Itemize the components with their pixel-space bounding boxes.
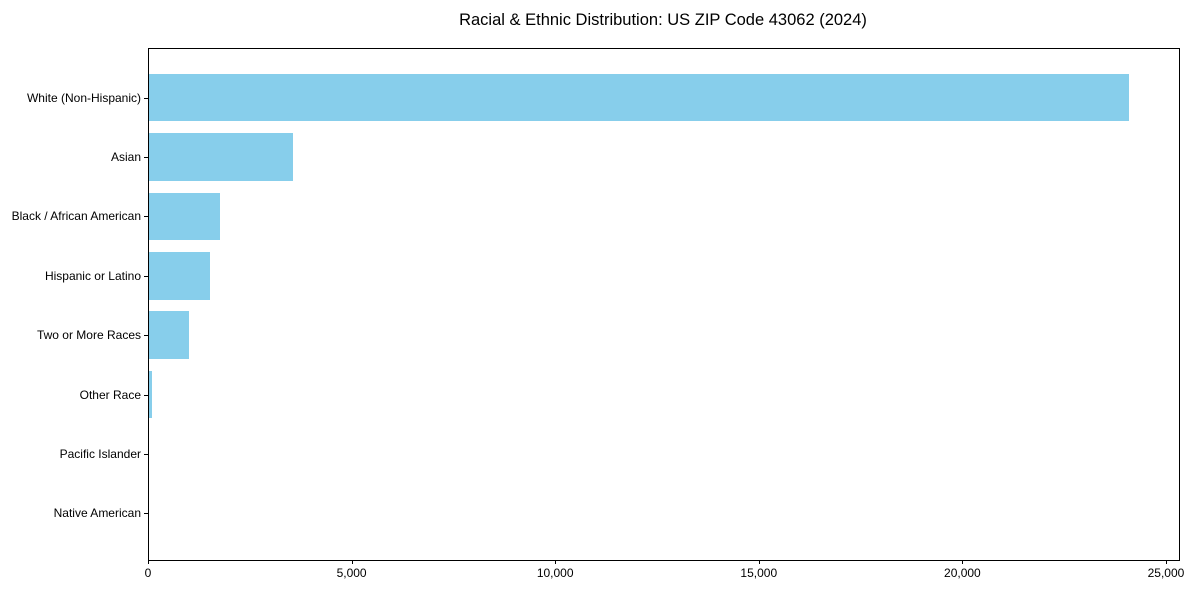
bar-hispanic-or-latino bbox=[148, 252, 211, 300]
bar-asian bbox=[148, 133, 293, 181]
y-tick-mark bbox=[144, 453, 148, 455]
y-tick-label: Other Race bbox=[79, 387, 141, 402]
y-tick-label: Black / African American bbox=[11, 209, 141, 224]
chart-title: Racial & Ethnic Distribution: US ZIP Cod… bbox=[459, 11, 867, 29]
x-tick-label: 25,000 bbox=[1147, 566, 1185, 580]
x-tick-mark bbox=[758, 560, 760, 564]
bar-other-race bbox=[148, 370, 153, 419]
y-tick-mark bbox=[144, 97, 148, 99]
y-tick-label: Asian bbox=[110, 150, 141, 165]
bar-pacific-islander bbox=[148, 430, 149, 478]
x-tick-mark bbox=[351, 560, 353, 564]
y-tick-mark bbox=[144, 275, 148, 277]
y-tick-mark bbox=[144, 335, 148, 337]
y-tick-label: White (Non-Hispanic) bbox=[26, 90, 141, 105]
bar-two-or-more-races bbox=[148, 311, 189, 359]
y-tick-label: Hispanic or Latino bbox=[44, 268, 141, 283]
x-tick-label: 10,000 bbox=[536, 566, 574, 580]
bar-black-african-american bbox=[148, 192, 221, 241]
bar-white-non-hispanic bbox=[148, 73, 1129, 122]
plot-area bbox=[148, 48, 1178, 559]
x-tick-mark bbox=[962, 560, 964, 564]
y-tick-mark bbox=[144, 216, 148, 218]
x-tick-mark bbox=[1165, 560, 1167, 564]
x-tick-mark bbox=[148, 560, 149, 564]
y-tick-mark bbox=[144, 157, 148, 159]
x-tick-label: 5,000 bbox=[336, 566, 367, 580]
x-tick-label: 20,000 bbox=[944, 566, 981, 580]
y-tick-label: Pacific Islander bbox=[59, 446, 141, 461]
x-tick-label: 15,000 bbox=[740, 566, 778, 580]
x-tick-label: 0 bbox=[144, 566, 152, 580]
x-tick-mark bbox=[555, 560, 557, 564]
y-tick-label: Two or More Races bbox=[36, 328, 141, 343]
y-tick-mark bbox=[144, 394, 148, 396]
y-tick-label: Native American bbox=[53, 506, 141, 521]
y-tick-mark bbox=[144, 513, 148, 515]
